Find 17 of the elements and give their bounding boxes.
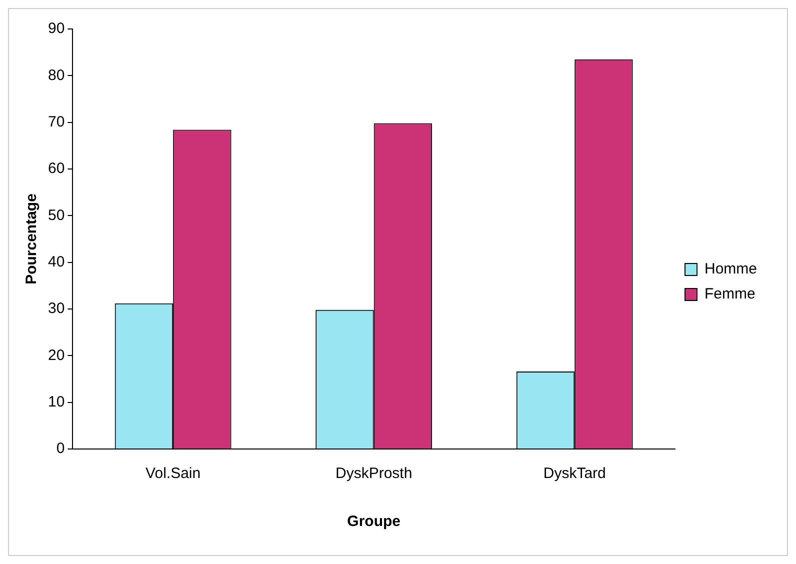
y-tick-label: 10 — [48, 393, 65, 410]
y-tick-label: 80 — [48, 66, 65, 84]
y-axis-title: Pourcentage — [23, 194, 40, 284]
x-tick-label: Vol.Sain — [146, 465, 201, 482]
y-tick-label: 0 — [56, 440, 65, 458]
legend-label: Homme — [704, 260, 758, 278]
y-tick-label: 40 — [48, 253, 65, 270]
y-tick-label: 20 — [48, 346, 65, 364]
x-tick-label: DyskTard — [543, 465, 606, 482]
y-tick-label: 60 — [48, 160, 65, 178]
legend-label: Femme — [704, 286, 756, 303]
x-tick-label: DyskProsth — [335, 465, 412, 482]
y-tick-label: 30 — [48, 300, 65, 318]
y-tick-label: 50 — [48, 206, 65, 224]
y-tick-label: 70 — [48, 113, 65, 130]
y-tick-label: 90 — [48, 20, 65, 38]
x-axis-title: Groupe — [347, 513, 401, 530]
